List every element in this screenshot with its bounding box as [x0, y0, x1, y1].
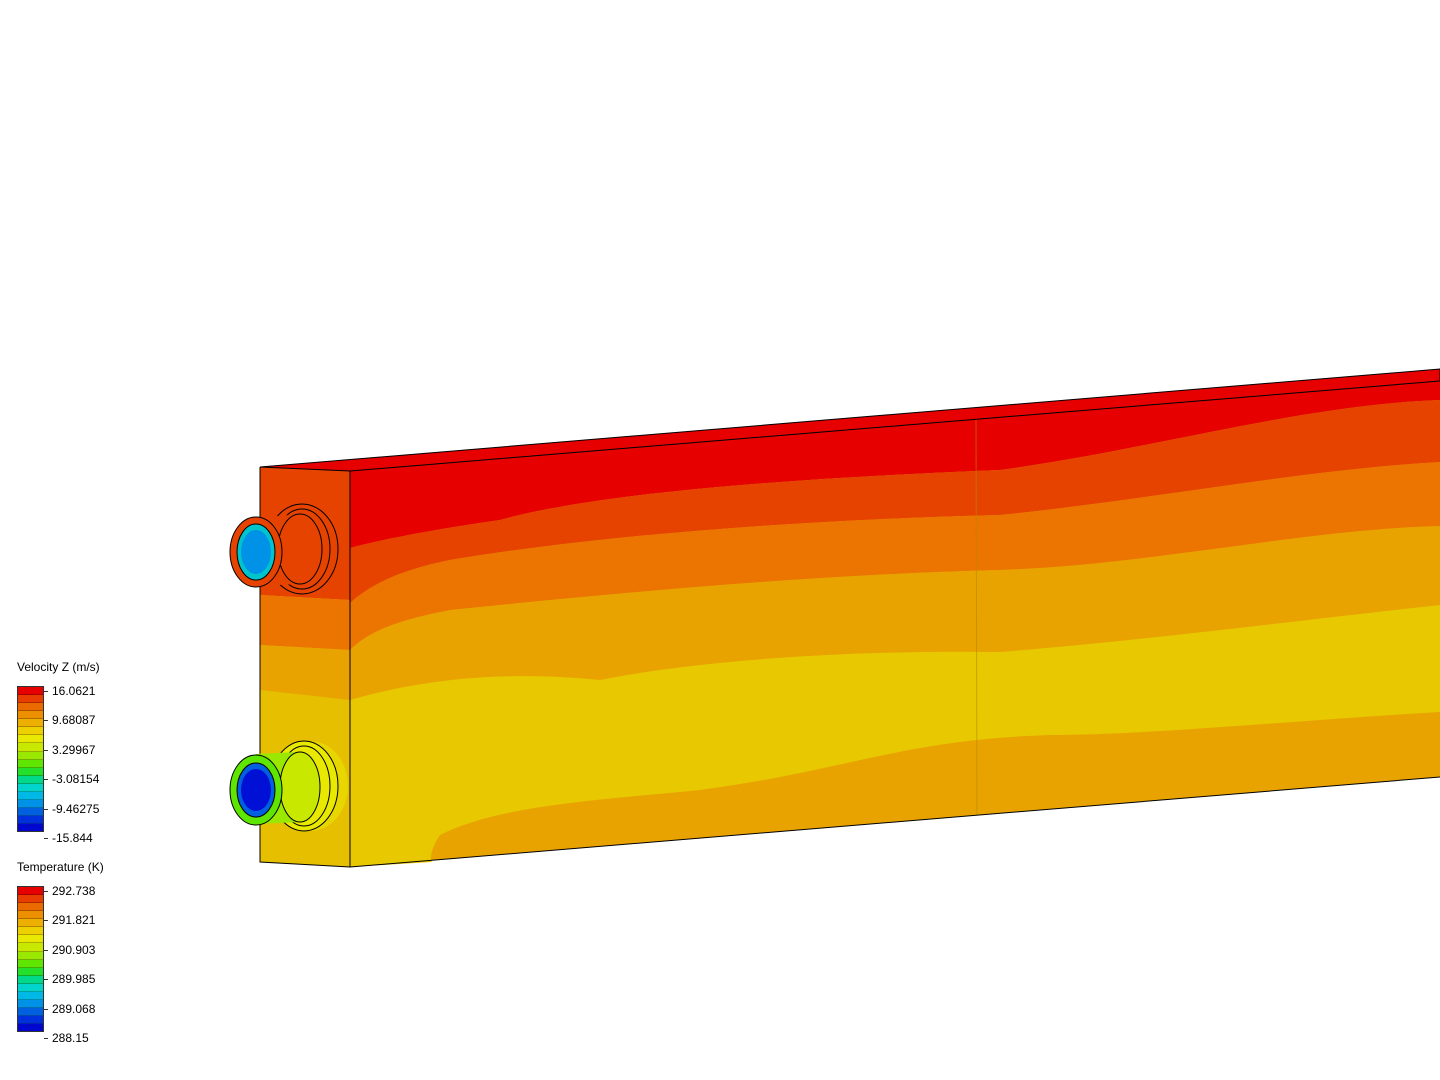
duct-seam-line: [975, 419, 978, 816]
velocity-tick-label: 16.0621: [44, 684, 95, 698]
colorbar-swatch: [18, 991, 43, 1000]
colorbar-swatch: [18, 919, 43, 928]
colorbar-swatch: [18, 935, 43, 944]
temperature-legend: Temperature (K) 292.738 291.821 290.903 …: [17, 860, 104, 1045]
temperature-legend-title: Temperature (K): [17, 860, 104, 874]
colorbar-swatch: [18, 711, 43, 720]
colorbar-swatch: [18, 824, 43, 832]
temperature-tick-label: 288.15: [44, 1031, 89, 1045]
velocity-tick-label: -15.844: [44, 831, 93, 845]
temperature-tick-label: 289.068: [44, 1002, 95, 1016]
colorbar-swatch: [18, 719, 43, 728]
colorbar-swatch: [18, 743, 43, 752]
velocity-legend: Velocity Z (m/s) 16.0621 9.68087 3.29967…: [17, 660, 100, 845]
colorbar-swatch: [18, 999, 43, 1008]
colorbar-swatch: [18, 903, 43, 912]
velocity-colorbar: [17, 686, 44, 832]
colorbar-swatch: [18, 927, 43, 936]
colorbar-swatch: [18, 967, 43, 976]
colorbar-swatch: [18, 751, 43, 760]
colorbar-swatch: [18, 1016, 43, 1025]
colorbar-swatch: [18, 887, 43, 896]
colorbar-swatch: [18, 791, 43, 800]
colorbar-swatch: [18, 695, 43, 704]
colorbar-swatch: [18, 727, 43, 736]
temperature-legend-body: 292.738 291.821 290.903 289.985 289.068 …: [17, 884, 104, 1045]
colorbar-swatch: [18, 687, 43, 696]
contour-band-orange: [350, 462, 1440, 650]
colorbar-swatch: [18, 959, 43, 968]
colorbar-swatch: [18, 775, 43, 784]
colorbar-swatch: [18, 799, 43, 808]
colorbar-swatch: [18, 783, 43, 792]
velocity-tick-label: -3.08154: [44, 772, 99, 786]
velocity-tick-label: 3.29967: [44, 743, 95, 757]
colorbar-swatch: [18, 767, 43, 776]
colorbar-swatch: [18, 951, 43, 960]
colorbar-swatch: [18, 983, 43, 992]
duct-top-face: [259, 368, 1440, 472]
temperature-tick-label: 289.985: [44, 972, 95, 986]
velocity-ticks: 16.0621 9.68087 3.29967 -3.08154 -9.4627…: [44, 684, 164, 845]
colorbar-swatch: [18, 943, 43, 952]
colorbar-swatch: [18, 911, 43, 920]
velocity-legend-body: 16.0621 9.68087 3.29967 -3.08154 -9.4627…: [17, 684, 100, 845]
colorbar-swatch: [18, 759, 43, 768]
contour-band-amber: [350, 526, 1440, 700]
lower-pipe: [229, 740, 348, 832]
duct-end-face-band: [260, 645, 350, 700]
temperature-tick-label: 291.821: [44, 913, 95, 927]
colorbar-swatch: [18, 1024, 43, 1032]
colorbar-swatch: [18, 1007, 43, 1016]
colorbar-swatch: [18, 816, 43, 825]
upper-pipe: [229, 503, 339, 595]
velocity-tick-label: -9.46275: [44, 802, 99, 816]
duct-end-face-mid-band: [260, 595, 350, 650]
colorbar-swatch: [18, 735, 43, 744]
temperature-colorbar: [17, 886, 44, 1032]
temperature-ticks: 292.738 291.821 290.903 289.985 289.068 …: [44, 884, 164, 1045]
contour-band-red-orange: [350, 400, 1440, 603]
colorbar-swatch: [18, 703, 43, 712]
colorbar-swatch: [18, 895, 43, 904]
colorbar-swatch: [18, 807, 43, 816]
contour-band-yellow: [350, 605, 1440, 867]
temperature-tick-label: 290.903: [44, 943, 95, 957]
contour-band-red: [350, 381, 1440, 548]
colorbar-swatch: [18, 975, 43, 984]
velocity-legend-title: Velocity Z (m/s): [17, 660, 100, 674]
duct-outline: [259, 467, 1440, 868]
velocity-tick-label: 9.68087: [44, 713, 95, 727]
temperature-tick-label: 292.738: [44, 884, 95, 898]
